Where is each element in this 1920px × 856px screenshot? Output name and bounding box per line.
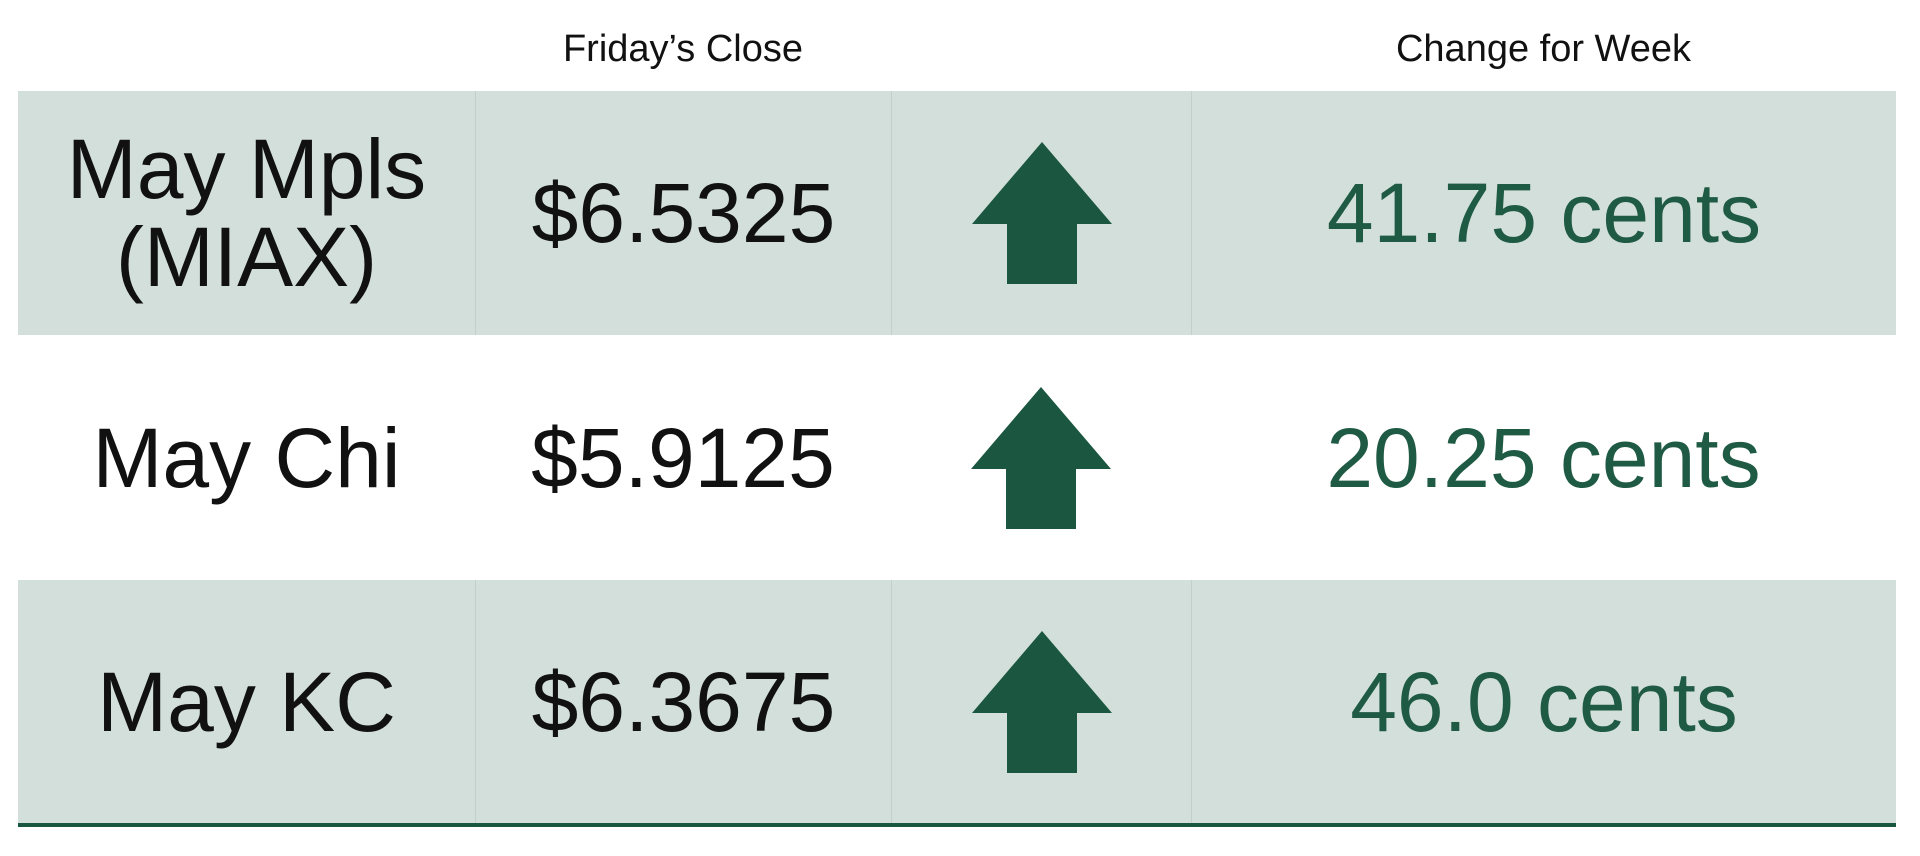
weekly-change: 46.0 cents (1350, 654, 1738, 749)
table-cell: $6.3675 (475, 580, 891, 824)
table-cell: 46.0 cents (1191, 580, 1896, 824)
close-price: $5.9125 (531, 410, 835, 505)
arrow-shape (971, 142, 1112, 284)
table-cell: $6.5325 (475, 91, 891, 335)
up-arrow (971, 387, 1111, 529)
table-cell (891, 336, 1191, 580)
bottom-rule (18, 823, 1896, 827)
up-arrow (971, 631, 1112, 773)
arrow-shape (971, 631, 1112, 773)
table-row: May KC $6.3675 46.0 cents (18, 580, 1896, 824)
header-close: Friday’s Close (562, 28, 804, 70)
header-change: Change for Week (1395, 28, 1692, 70)
row-label: May Mpls (66, 121, 427, 216)
table-cell: 41.75 cents (1191, 91, 1896, 335)
table-cell: May KC (18, 580, 475, 824)
weekly-change: 20.25 cents (1326, 410, 1761, 505)
row-label: May Chi (92, 410, 401, 505)
table-row: May Chi $5.9125 20.25 cents (18, 336, 1896, 580)
row-label: (MIAX) (115, 210, 378, 304)
close-price: $6.5325 (531, 165, 836, 260)
weekly-change: 41.75 cents (1326, 165, 1762, 260)
up-arrow (971, 142, 1112, 284)
table-row: May Mpls (MIAX) $6.5325 41.75 cents (18, 91, 1896, 335)
close-price: $6.3675 (531, 654, 836, 749)
table-cell: May Mpls (MIAX) (18, 91, 475, 335)
table-cell: $5.9125 (475, 336, 891, 580)
table-cell: May Chi (18, 336, 475, 580)
table-cell (891, 580, 1191, 824)
row-label: May KC (97, 654, 396, 749)
table-cell (891, 91, 1191, 335)
table-cell: 20.25 cents (1191, 336, 1896, 580)
arrow-shape (971, 387, 1111, 529)
